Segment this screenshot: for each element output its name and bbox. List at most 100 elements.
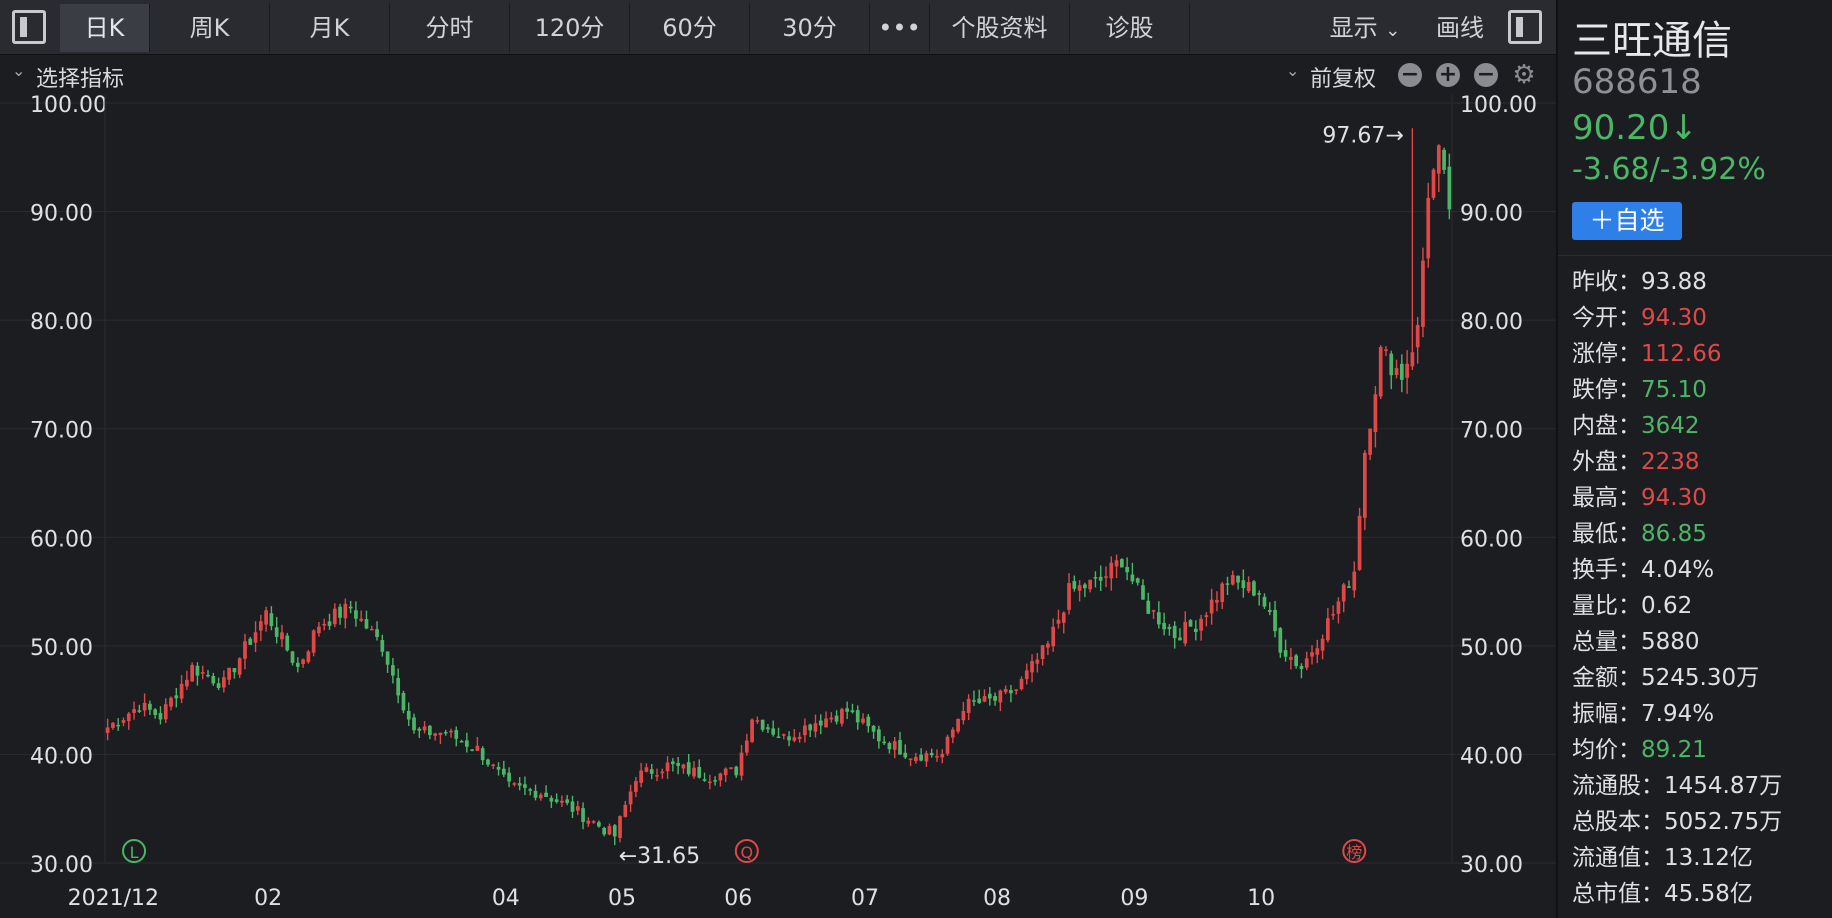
candle-body [734,766,739,776]
candle-body [1320,638,1325,651]
candle-body [1104,576,1108,578]
tab-6[interactable]: 30分 [750,4,870,52]
candle-body [1378,346,1383,397]
candle-body [1362,452,1367,518]
y-tick-label-left: 100.00 [30,95,107,118]
candle-body [1151,610,1156,612]
stat-label: 最高： [1572,485,1641,511]
candle-body [258,621,263,631]
tab-8[interactable]: 个股资料 [930,4,1070,52]
candle-body [855,710,860,723]
candle-body [750,719,754,742]
candle-body [1141,585,1145,600]
candle-body [924,753,929,762]
stat-value: 1454.87万 [1664,773,1783,799]
zoom-out-icon[interactable]: − [1398,63,1422,87]
price-annotation: 97.67→ [1322,123,1403,148]
tab-1[interactable]: 周K [150,4,270,52]
candle-body [1093,577,1098,579]
stat-label: 昨收： [1572,269,1641,295]
chevron-down-icon[interactable]: ⌄ [1286,61,1300,80]
candle-body [449,730,453,733]
left-panel-toggle-icon[interactable] [12,10,46,44]
gear-icon[interactable]: ⚙ [1512,60,1536,90]
stat-row: 内盘：3642 [1572,408,1832,444]
candle-body [1030,661,1034,673]
candle-body [364,619,369,629]
candle-body [290,651,295,663]
candle-body [665,762,670,772]
candle-body [454,730,459,739]
tab-7[interactable]: ••• [870,4,930,52]
stat-label: 最低： [1572,521,1641,547]
stat-value: 86.85 [1641,521,1707,547]
chevron-down-icon[interactable]: ⌄ [12,61,26,80]
candle-body [1130,574,1135,582]
candle-body [776,736,781,739]
candle-body [713,780,717,782]
candle-body [787,736,791,741]
reset-icon[interactable]: − [1474,63,1498,87]
candle-body [1347,586,1351,588]
candle-body [945,736,950,754]
stat-row: 外盘：2238 [1572,444,1832,480]
adjust-dropdown[interactable]: 前复权 [1310,67,1377,92]
y-tick-label-right: 40.00 [1460,744,1523,769]
tab-5[interactable]: 60分 [630,4,750,52]
candle-body [1431,169,1436,198]
candle-body [1426,197,1431,259]
candle-body [1415,325,1420,348]
y-tick-label-right: 50.00 [1460,636,1523,661]
zoom-in-icon[interactable]: + [1436,63,1460,87]
candle-body [1273,609,1277,632]
candle-body [1410,352,1415,367]
candle-body [887,743,892,750]
candle-body [1035,659,1040,664]
candle-body [517,783,522,786]
candle-body [1014,689,1019,691]
tab-3[interactable]: 分时 [390,4,510,52]
event-marker-circle [1342,839,1367,863]
x-tick-label: 02 [254,886,282,911]
display-button[interactable]: 显示 ⌄ [1310,4,1420,52]
candle-body [871,725,876,732]
candle-body [137,710,142,712]
candle-body [877,729,881,742]
draw-line-button[interactable]: 画线 [1436,14,1484,42]
add-favorite-button[interactable]: ＋自选 [1572,202,1682,240]
candle-body [327,621,332,626]
select-indicator-button[interactable]: 选择指标 [36,67,125,92]
candle-body [718,773,723,781]
stat-row: 总量：5880 [1572,624,1832,660]
candle-body [528,789,533,791]
y-tick-label-right: 100.00 [1460,95,1537,118]
candle-body [1368,428,1372,455]
kline-chart[interactable]: 100.00 100.00 90.00 90.00 80.00 80.00 70.00 70.… [0,95,1556,918]
y-tick-label-right: 90.00 [1460,202,1523,227]
candle-body [602,827,607,835]
event-marker-circle [122,839,147,863]
candle-body [1077,585,1082,591]
stat-value: 5245.30万 [1641,665,1760,691]
candle-body [913,756,918,761]
candle-body [332,608,337,625]
stat-row: 昨收：93.88 [1572,264,1832,300]
tab-4[interactable]: 120分 [510,4,630,52]
candle-body [538,794,543,799]
stat-value: 5880 [1641,629,1700,655]
stat-label: 量比： [1572,593,1641,619]
candle-body [1098,576,1103,581]
tab-9[interactable]: 诊股 [1070,4,1190,52]
x-tick-label: 10 [1247,886,1275,911]
candle-body [1178,637,1182,641]
stat-row: 最低：86.85 [1572,516,1832,552]
candle-body [908,758,913,761]
candle-body [1447,166,1452,210]
tab-2[interactable]: 月K [270,4,390,52]
right-panel-toggle-icon[interactable] [1508,10,1542,44]
stat-label: 金额： [1572,665,1641,691]
candle-body [982,696,987,702]
candle-body [1188,620,1193,627]
stat-value: 75.10 [1641,377,1707,403]
tab-0[interactable]: 日K [60,4,150,52]
